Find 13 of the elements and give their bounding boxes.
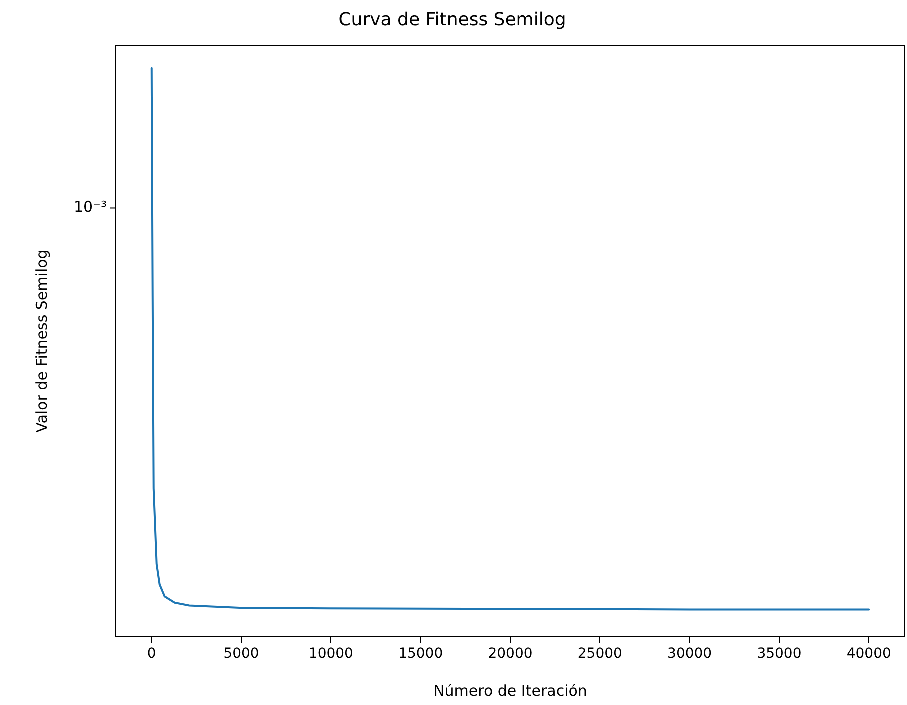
x-tick-label: 35000 — [757, 646, 802, 662]
x-tick-label: 40000 — [846, 646, 892, 662]
x-tick-label: 15000 — [398, 646, 444, 662]
x-tick-label: 5000 — [224, 646, 260, 662]
x-tick-label: 10000 — [308, 646, 354, 662]
text: 10⁻³ — [74, 198, 107, 216]
x-tick-label: 25000 — [578, 646, 622, 662]
x-axis-title: Número de Iteración — [434, 682, 588, 700]
chart-title: Curva de Fitness Semilog — [338, 9, 566, 30]
x-tick-label: 20000 — [488, 646, 533, 662]
x-tick-label: 30000 — [668, 646, 712, 662]
x-tick-label: 0 — [147, 646, 156, 662]
y-axis-title: Valor de Fitness Semilog — [32, 250, 51, 433]
